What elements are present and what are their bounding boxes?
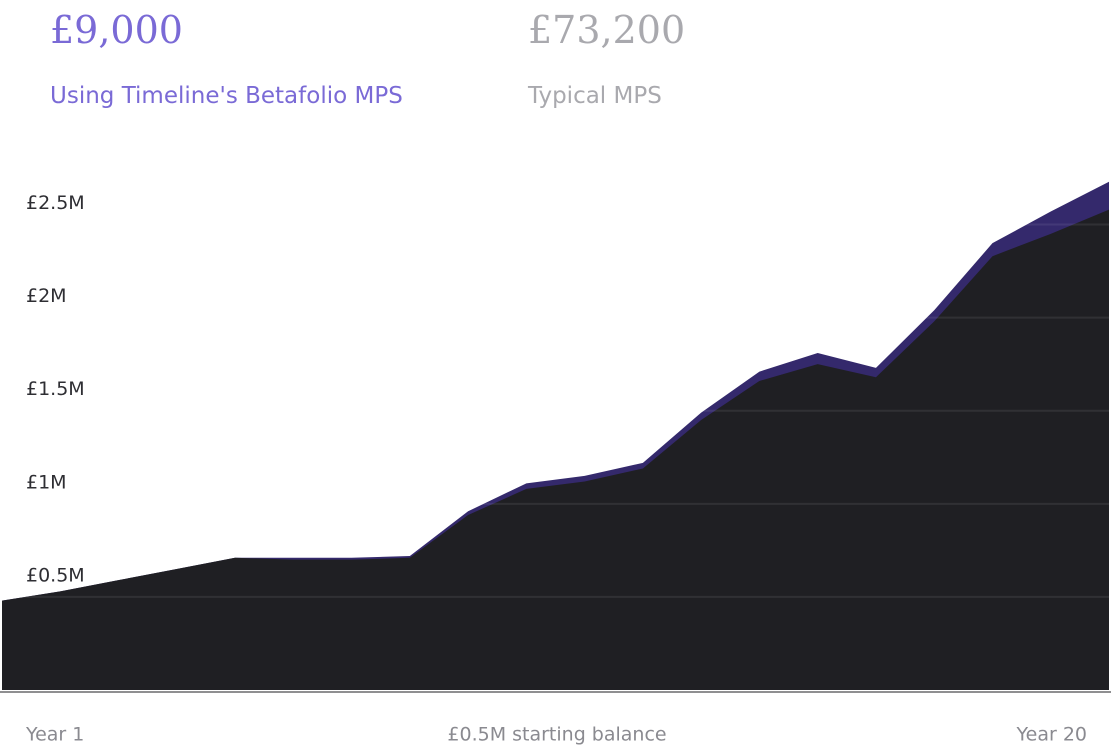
y-tick-label: £2M bbox=[26, 285, 67, 307]
annotation: £0.5M starting balance bbox=[447, 724, 666, 746]
y-tick-label: £1.5M bbox=[26, 378, 85, 400]
betafolio-cost: £9,000 bbox=[50, 8, 183, 52]
y-tick-label: £1M bbox=[26, 471, 67, 493]
y-tick-label: £2.5M bbox=[26, 192, 85, 214]
x-tick-label: Year 1 bbox=[25, 724, 84, 746]
y-tick-label: £0.5M bbox=[26, 564, 85, 586]
area bbox=[2, 209, 1109, 690]
x-tick-label: Year 20 bbox=[1016, 724, 1087, 746]
typical-label: Typical MPS bbox=[528, 83, 662, 109]
typical-cost: £73,200 bbox=[528, 8, 686, 52]
betafolio-label: Using Timeline's Betafolio MPS bbox=[50, 83, 403, 109]
